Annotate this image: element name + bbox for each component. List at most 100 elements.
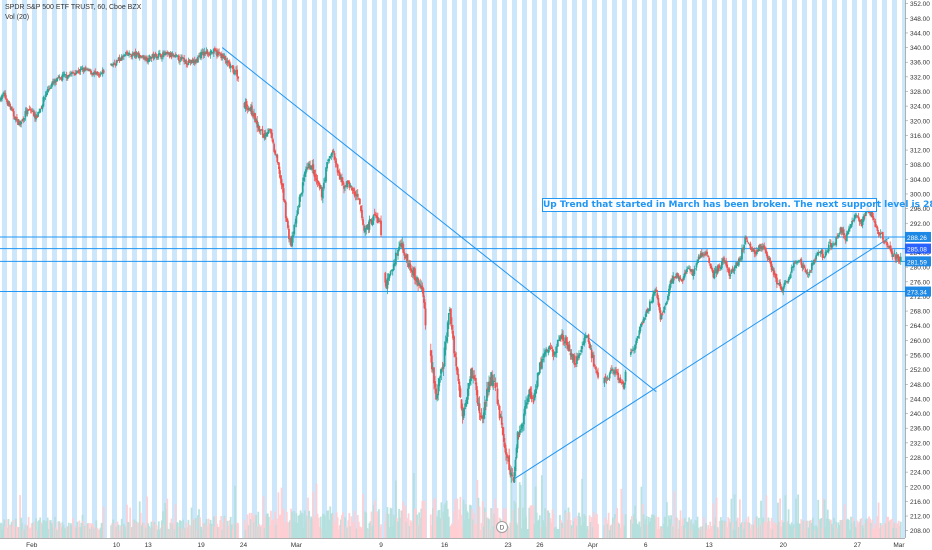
- volume-bar: [25, 524, 28, 538]
- support-resistance-lines[interactable]: [0, 236, 905, 293]
- volume-bar: [679, 510, 682, 538]
- volume-bar: [476, 479, 479, 538]
- volume-bar: [360, 527, 362, 538]
- volume-bar: [389, 507, 392, 538]
- candle-body: [810, 263, 813, 270]
- candle-body: [613, 371, 615, 374]
- candle-body: [873, 221, 876, 222]
- volume-bar: [841, 520, 844, 538]
- dividend-marker[interactable]: D: [496, 521, 508, 533]
- volume-bar: [167, 528, 170, 538]
- candle-body: [461, 406, 464, 417]
- candle-body: [432, 369, 434, 371]
- volume-bar: [444, 503, 447, 538]
- candle-body: [771, 268, 774, 271]
- candle-body: [227, 61, 230, 63]
- candle-body: [34, 115, 36, 119]
- candle-body: [789, 273, 792, 278]
- volume-bar: [737, 526, 740, 538]
- volume-bar: [38, 519, 41, 538]
- price-axis[interactable]: 208.00212.00216.00220.00224.00228.00232.…: [905, 0, 932, 550]
- candle-body: [854, 214, 857, 218]
- candle-body: [37, 112, 40, 117]
- volume-bar: [758, 517, 760, 538]
- candle-body: [244, 101, 247, 109]
- candle-body: [508, 455, 511, 470]
- price-tick-label: 328.00: [910, 89, 930, 96]
- volume-bar: [682, 525, 685, 538]
- session-band: [252, 0, 257, 538]
- candle-body: [469, 379, 471, 384]
- candle-body: [114, 63, 117, 65]
- volume-bar: [709, 521, 712, 538]
- candle-body: [19, 120, 22, 126]
- volume-bar: [180, 520, 182, 538]
- volume-bar: [455, 527, 458, 538]
- volume-bar: [272, 519, 274, 538]
- volume-bar: [615, 518, 617, 538]
- session-band: [452, 0, 457, 538]
- session-band: [812, 0, 817, 538]
- trend-lines[interactable]: [221, 47, 890, 480]
- time-axis[interactable]: Feb 10 13 19 24 Mar 9 16 23 26 Apr 6 13 20 27 Mar: [0, 538, 932, 550]
- candle-body: [760, 247, 762, 249]
- candle-body: [92, 73, 95, 75]
- candle-body: [830, 242, 832, 248]
- candle-body: [305, 169, 307, 174]
- candle-body: [120, 56, 123, 61]
- candle-body: [580, 349, 583, 353]
- candle-body: [411, 270, 414, 275]
- volume-bar: [661, 527, 664, 538]
- session-band: [752, 0, 757, 538]
- candle-body: [229, 67, 232, 69]
- trend-line[interactable]: [221, 47, 657, 392]
- candle-body: [861, 219, 864, 225]
- candle-body: [228, 61, 231, 68]
- volume-bar: [195, 529, 198, 538]
- candle-body: [641, 322, 644, 324]
- trend-break-annotation[interactable]: Up Trend that started in March has been …: [542, 198, 932, 212]
- volume-bar: [770, 517, 773, 538]
- volume-bar: [114, 527, 117, 538]
- volume-bar: [246, 514, 249, 538]
- candle-body: [813, 259, 815, 265]
- volume-bar: [62, 525, 65, 538]
- volume-bar: [205, 519, 208, 538]
- candle-body: [466, 388, 469, 400]
- candle-body: [40, 107, 43, 109]
- volume-bar: [4, 526, 7, 538]
- volume-bar: [447, 516, 450, 538]
- candle-body: [659, 310, 662, 320]
- candle-body: [254, 113, 256, 123]
- candle-body: [785, 281, 788, 283]
- candle-body: [794, 262, 796, 264]
- volume-bar: [519, 485, 522, 538]
- volume-bar: [548, 512, 551, 538]
- volume-bar: [27, 516, 30, 538]
- candle-body: [451, 324, 453, 330]
- candle-body: [414, 268, 416, 281]
- candle-body: [781, 289, 784, 292]
- candle-body: [186, 64, 189, 65]
- volume-bar: [132, 520, 135, 538]
- volume-bar: [176, 522, 179, 538]
- session-band: [332, 0, 337, 538]
- volume-bar: [552, 513, 555, 538]
- volume-bar: [279, 514, 282, 538]
- candle-body: [738, 258, 741, 261]
- trend-line[interactable]: [513, 237, 890, 480]
- candle-body: [211, 52, 214, 54]
- volume-bar: [364, 511, 367, 538]
- candle-body: [864, 211, 867, 216]
- volume-bar: [408, 525, 411, 538]
- candle-body: [52, 81, 54, 84]
- candle-body: [360, 205, 362, 211]
- candle-body: [689, 268, 692, 271]
- candle-body: [320, 186, 323, 198]
- volume-bar: [484, 511, 487, 538]
- candle-body: [329, 156, 332, 159]
- candle-body: [890, 248, 893, 253]
- volume-bar: [459, 496, 462, 538]
- volume-bar: [759, 525, 761, 538]
